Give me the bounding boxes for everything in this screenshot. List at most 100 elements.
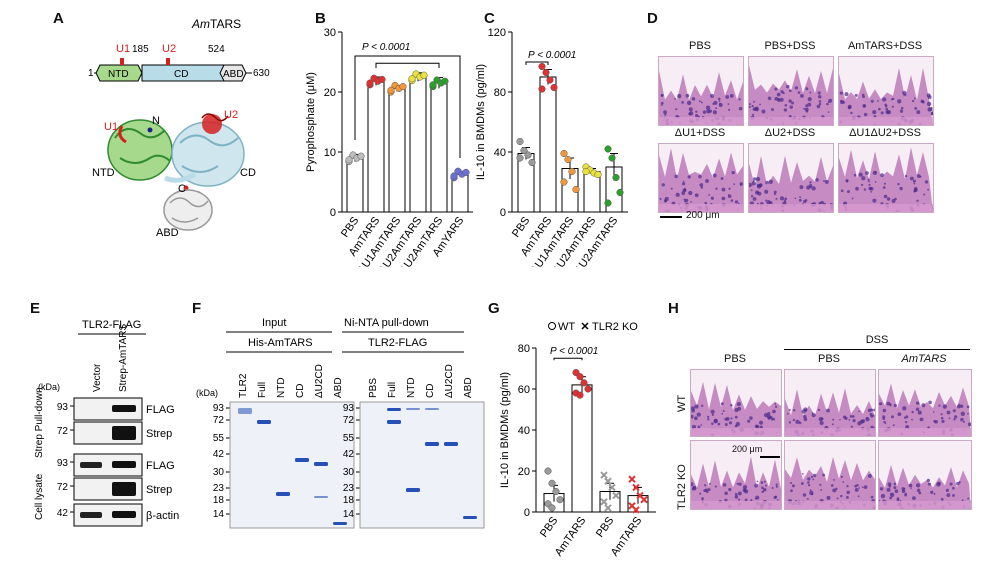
band bbox=[425, 442, 439, 446]
histology-image-amtars-dss bbox=[838, 56, 934, 126]
f-input-marker: 93 bbox=[213, 403, 225, 414]
f-pull-lane-label: PBS bbox=[368, 378, 379, 398]
data-point bbox=[608, 483, 616, 492]
y-tick-label: 40 bbox=[518, 425, 530, 437]
panel-label-a: A bbox=[53, 10, 64, 27]
e-group-pulldown: Strep Pull-down bbox=[34, 387, 45, 458]
band bbox=[314, 496, 328, 498]
data-point bbox=[604, 145, 612, 153]
band bbox=[406, 408, 420, 410]
f-pull-marker: 18 bbox=[343, 495, 355, 506]
f-pull-lane-label: CD bbox=[425, 384, 436, 398]
y-tick-label: 60 bbox=[518, 384, 530, 396]
data-point bbox=[345, 156, 353, 164]
data-point bbox=[576, 391, 584, 399]
band bbox=[406, 488, 420, 492]
scale-bar-d bbox=[660, 216, 682, 218]
f-pull-marker: 14 bbox=[343, 509, 355, 520]
e-col-vector: Vector bbox=[92, 363, 103, 392]
bar bbox=[367, 80, 385, 213]
band bbox=[333, 522, 347, 525]
f-kda: (kDa) bbox=[196, 388, 218, 398]
f-input-lane-label: ΔU2CD bbox=[314, 364, 325, 398]
data-point bbox=[560, 178, 568, 186]
h-image-ko-dss-pbs bbox=[784, 440, 876, 510]
band bbox=[80, 512, 102, 518]
data-point bbox=[387, 86, 395, 94]
caption-pbs-dss: PBS+DSS bbox=[764, 40, 816, 52]
bar bbox=[388, 87, 406, 213]
histology-texture bbox=[879, 370, 971, 436]
pos-524: 524 bbox=[208, 44, 225, 55]
data-point bbox=[604, 504, 612, 512]
y-tick-label: 120 bbox=[488, 27, 506, 39]
histology-texture bbox=[691, 441, 781, 509]
struct-abd-label: ABD bbox=[156, 227, 179, 239]
f-pull-marker: 42 bbox=[343, 449, 355, 460]
bar bbox=[409, 76, 427, 213]
histology-image-pbs-dss bbox=[748, 56, 834, 126]
data-point bbox=[640, 495, 648, 504]
panel-a-domain-diagram: Am TARS U1 185 U2 524 1 NTD CD ABD 630 U… bbox=[88, 18, 270, 239]
f-input-gel bbox=[229, 401, 355, 529]
y-tick-label: 20 bbox=[518, 466, 530, 478]
data-point bbox=[542, 68, 550, 77]
panel-label-e: E bbox=[30, 300, 41, 317]
scale-bar-h bbox=[760, 456, 780, 458]
band bbox=[425, 408, 439, 410]
e-group-lysate: Cell lysate bbox=[34, 473, 45, 520]
y-tick-label: 80 bbox=[518, 343, 530, 355]
h-image-wt-pbs bbox=[690, 369, 782, 437]
histology-image-du2-dss bbox=[748, 143, 834, 213]
cd-domain-label: CD bbox=[174, 69, 188, 80]
data-point bbox=[408, 75, 416, 83]
caption-du1-dss: ΔU1+DSS bbox=[674, 127, 726, 139]
data-point bbox=[594, 170, 602, 179]
f-input-lane-label: CD bbox=[295, 384, 306, 398]
struct-u1-label: U1 bbox=[104, 121, 118, 133]
band bbox=[314, 462, 328, 466]
abd-domain-box bbox=[219, 64, 247, 82]
f-input-marker: 18 bbox=[213, 495, 225, 506]
data-point bbox=[612, 173, 620, 182]
y-tick-label: 30 bbox=[324, 27, 336, 39]
f-input-marker: 30 bbox=[213, 467, 225, 478]
f-input-lane-label: ABD bbox=[333, 377, 344, 398]
histology-image-du1-dss bbox=[658, 143, 744, 213]
struct-cd-label: CD bbox=[240, 167, 256, 179]
data-point bbox=[450, 172, 458, 180]
data-point bbox=[600, 471, 608, 479]
e-mw-marker: 93 bbox=[57, 458, 69, 469]
caption-pbs: PBS bbox=[688, 40, 711, 52]
panel-label-f: F bbox=[192, 300, 202, 317]
x-tick-label: PBS bbox=[594, 515, 616, 540]
data-point bbox=[632, 506, 640, 514]
e-mw-marker: 42 bbox=[57, 508, 69, 519]
band bbox=[112, 511, 136, 518]
data-point bbox=[516, 154, 524, 162]
caption-du2-dss: ΔU2+DSS bbox=[764, 127, 816, 139]
e-row-label: β-actin bbox=[146, 510, 179, 522]
x-tick-label: PBS bbox=[538, 515, 560, 540]
legend-label-ko: TLR2 KO bbox=[592, 321, 638, 333]
f-input-lane-label: NTD bbox=[276, 377, 287, 398]
data-point bbox=[462, 168, 470, 176]
data-point bbox=[524, 151, 532, 159]
f-pull-marker: 55 bbox=[343, 433, 355, 444]
h-image-wt-dss-pbs bbox=[784, 369, 876, 437]
u1-label: U1 bbox=[116, 43, 130, 55]
e-col-strep-amtars: Strep-AmTARS bbox=[118, 324, 129, 392]
e-mw-marker: 72 bbox=[57, 426, 69, 437]
band bbox=[112, 405, 136, 412]
f-input-lane-label: TLR2 bbox=[238, 373, 249, 398]
caption-amtars-dss: AmTARS+DSS bbox=[847, 40, 923, 52]
h-image-ko-dss-amtars bbox=[878, 440, 972, 510]
y-axis-label: IL-10 in BMDMs (pg/ml) bbox=[475, 64, 487, 180]
data-point bbox=[564, 155, 572, 164]
bar bbox=[539, 76, 557, 213]
struct-u2-label: U2 bbox=[224, 109, 238, 121]
histology-texture bbox=[839, 144, 933, 212]
data-point bbox=[378, 75, 386, 83]
